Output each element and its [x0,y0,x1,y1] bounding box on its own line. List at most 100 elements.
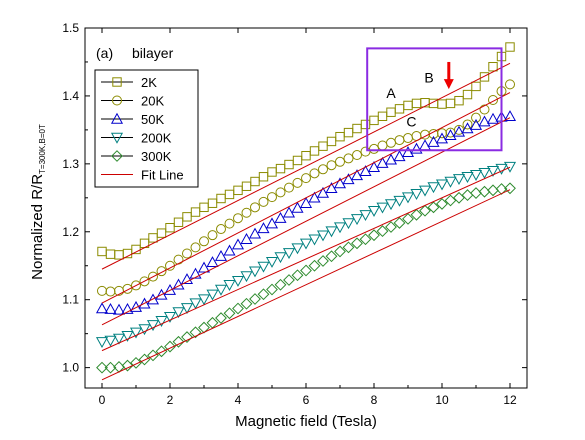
data-point-diamond [111,150,123,162]
arrow-head [443,79,454,90]
data-point-triangle-down [223,280,236,291]
data-point-diamond [334,245,346,258]
data-point-circle [258,196,269,207]
data-point-diamond [393,217,406,229]
data-point-triangle-up [163,283,177,295]
data-point-diamond [376,225,389,238]
data-point-diamond [121,359,134,372]
data-point-triangle-up [393,150,406,162]
x-tick-label: 6 [303,393,310,407]
data-point-triangle-up [469,118,483,130]
data-point-triangle-down [146,320,160,332]
data-point-triangle-down [316,230,330,242]
data-point-triangle-up [333,177,347,189]
legend-label: 20K [141,94,164,109]
data-point-circle [335,156,345,167]
fit-line-2K [101,62,511,270]
data-point-triangle-up [214,249,228,261]
legend-label: 2K [141,75,157,90]
data-point-triangle-up [376,156,389,168]
data-point-diamond [223,307,236,320]
legend-entry-50K: 50K [101,112,164,127]
data-point-square [250,176,260,187]
data-point-triangle-down [291,243,304,255]
data-point-triangle-up [257,222,270,234]
data-point-triangle-up [121,302,134,314]
data-point-triangle-up [384,153,398,165]
data-point-diamond [444,194,457,207]
y-tick-label: 1.2 [62,225,79,239]
data-point-circle [301,173,311,184]
data-point-square [190,207,201,217]
annotation-box [366,47,503,152]
data-point-diamond [232,302,244,315]
data-point-diamond [147,349,159,362]
data-point-diamond [283,274,295,286]
data-point-diamond [189,326,202,339]
data-point-diamond [240,297,253,310]
y-axis-label-subscript: T=300K,B=0T [38,124,47,174]
data-point-diamond [257,288,270,301]
data-point-triangle-up [110,112,124,124]
data-point-square [479,72,490,82]
data-point-circle [462,119,473,130]
annotation-label-C: C [406,113,416,129]
data-point-diamond [249,293,261,305]
series-200K [95,161,517,349]
data-point-triangle-down [155,316,168,327]
data-point-diamond [96,361,108,374]
data-point-triangle-up [274,211,287,223]
data-point-square [488,62,498,72]
x-tick-label: 2 [167,393,174,407]
y-tick-label: 1.0 [62,361,79,375]
data-point-triangle-down [104,335,117,347]
data-point-triangle-up [189,267,202,279]
y-tick-label: 1.5 [62,21,79,35]
series-20K [97,79,515,297]
data-point-triangle-up [206,256,219,268]
data-point-circle [233,213,243,224]
data-point-triangle-down [486,165,500,177]
annotation-label-B: B [424,69,433,85]
data-point-triangle-down [393,195,406,207]
legend-label: 300K [141,149,172,164]
series-2K [97,42,515,260]
data-point-diamond [410,208,423,221]
data-point-diamond [300,264,312,277]
legend-entry-200K: 200K [101,131,172,146]
data-point-triangle-down [163,311,177,323]
x-tick-label: 8 [371,393,378,407]
legend-label: 200K [141,131,172,146]
data-point-triangle-down [129,327,143,339]
legend-entry-2K: 2K [101,75,157,90]
data-point-triangle-down [401,192,415,204]
x-tick-label: 4 [235,393,242,407]
data-point-square [148,233,158,243]
data-point-triangle-down [350,214,364,226]
data-point-triangle-up [95,302,109,314]
data-point-diamond [495,183,508,195]
data-point-square [182,212,192,222]
y-axis-label-main: Normalized R/R [29,174,46,280]
data-point-square [318,141,328,151]
data-point-triangle-down [478,167,491,179]
legend-entry-300K: 300K [101,149,172,164]
data-point-triangle-down [121,330,134,342]
data-point-diamond [274,278,287,291]
data-point-triangle-up [240,233,253,244]
data-point-square [454,95,464,106]
data-point-diamond [181,331,193,343]
x-axis-label: Magnetic field (Tesla) [235,413,377,430]
data-point-triangle-up [299,197,313,208]
data-point-triangle-down [214,284,228,296]
data-point-triangle-down [410,189,423,200]
legend-label: 50K [141,112,164,127]
data-point-circle [284,182,294,193]
data-point-triangle-up [410,142,423,154]
data-point-diamond [138,353,151,366]
annotation-label-A: A [386,85,396,101]
fit-line-50K [101,117,511,326]
data-point-circle [369,143,379,154]
data-point-diamond [342,241,355,254]
data-point-circle [309,168,320,179]
